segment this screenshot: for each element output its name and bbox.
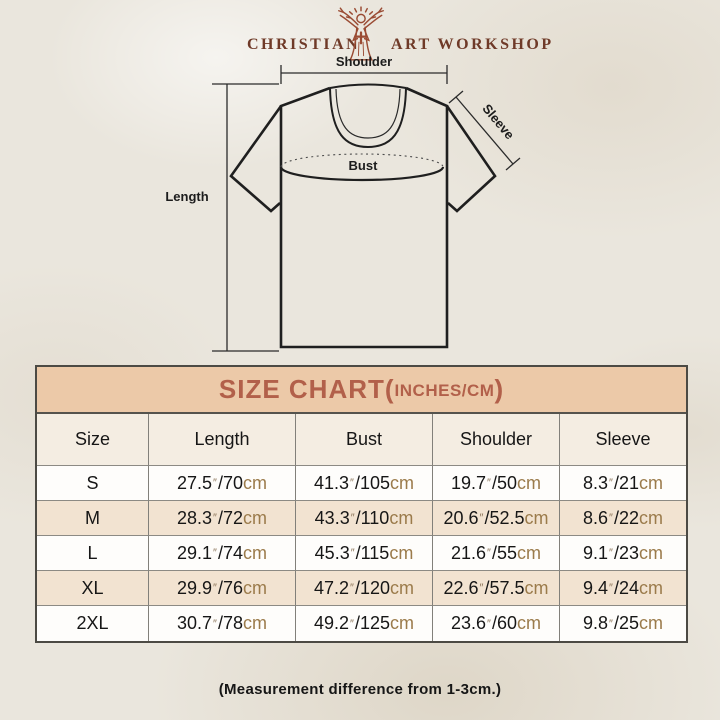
sleeve-measure-line	[448, 90, 521, 171]
length-label: Length	[165, 189, 208, 204]
column-header: Bust	[296, 414, 433, 466]
size-chart-table: SIZE CHART(INCHES/CM) Size Length Bust Shou…	[35, 365, 688, 643]
bust-label: Bust	[349, 158, 379, 173]
measurement-cell: 22.6 ″/57.5 cm	[433, 571, 560, 606]
tshirt-body-outline	[279, 86, 449, 349]
sleeve-label: Sleeve	[479, 101, 517, 142]
size-cell: 2XL	[37, 606, 149, 641]
tshirt-left-sleeve	[229, 105, 283, 213]
shoulder-label: Shoulder	[336, 54, 392, 69]
collar-outer-line	[329, 87, 407, 149]
column-header: Sleeve	[560, 414, 686, 466]
measurement-cell: 43.3 ″/110 cm	[296, 501, 433, 536]
bust-ellipse-dashed	[280, 153, 444, 168]
title-unit: INCHES/CM	[394, 381, 495, 400]
measurement-cell: 21.6 ″/55 cm	[433, 536, 560, 571]
measurement-cell: 8.6 ″/22 cm	[560, 501, 686, 536]
tshirt-right-sleeve	[445, 105, 497, 213]
title-main: SIZE CHART(	[218, 374, 395, 404]
measurement-cell: 23.6 ″/60 cm	[433, 606, 560, 641]
measurement-cell: 49.2 ″/125 cm	[296, 606, 433, 641]
size-cell: M	[37, 501, 149, 536]
title-close: )	[494, 374, 505, 404]
measurement-cell: 9.8 ″/25 cm	[560, 606, 686, 641]
measurement-cell: 29.9 ″/76 cm	[149, 571, 296, 606]
shoulder-measure-line	[280, 65, 448, 84]
measurement-cell: 30.7 ″/78 cm	[149, 606, 296, 641]
length-measure-line	[212, 83, 279, 352]
bust-ellipse-solid	[279, 166, 445, 182]
collar-back-line	[329, 83, 407, 89]
measurement-cell: 41.3 ″/105 cm	[296, 466, 433, 501]
measurement-cell: 45.3 ″/115 cm	[296, 536, 433, 571]
tshirt-measurement-diagram: Shoulder Length Sleeve Bust	[165, 54, 521, 352]
column-header: Size	[37, 414, 149, 466]
collar-inner-line	[335, 88, 401, 139]
measurement-note: (Measurement difference from 1-3cm.)	[218, 681, 502, 698]
measurement-cell: 29.1 ″/74 cm	[149, 536, 296, 571]
measurement-cell: 27.5 ″/70 cm	[149, 466, 296, 501]
measurement-cell: 9.4 ″/24 cm	[560, 571, 686, 606]
measurement-cell: 28.3 ″/72 cm	[149, 501, 296, 536]
size-chart-title: SIZE CHART(INCHES/CM)	[37, 367, 686, 414]
measurement-cell: 20.6 ″/52.5 cm	[433, 501, 560, 536]
column-header: Shoulder	[433, 414, 560, 466]
size-cell: L	[37, 536, 149, 571]
measurement-cell: 47.2 ″/120 cm	[296, 571, 433, 606]
size-cell: XL	[37, 571, 149, 606]
brand-name-left: CHRISTIAN	[247, 36, 361, 53]
column-header: Length	[149, 414, 296, 466]
measurement-cell: 9.1 ″/23 cm	[560, 536, 686, 571]
brand-name-right: ART WORKSHOP	[391, 36, 554, 53]
size-cell: S	[37, 466, 149, 501]
measurement-cell: 8.3 ″/21 cm	[560, 466, 686, 501]
measurement-cell: 19.7 ″/50 cm	[433, 466, 560, 501]
jesus-logo-icon	[338, 6, 384, 61]
